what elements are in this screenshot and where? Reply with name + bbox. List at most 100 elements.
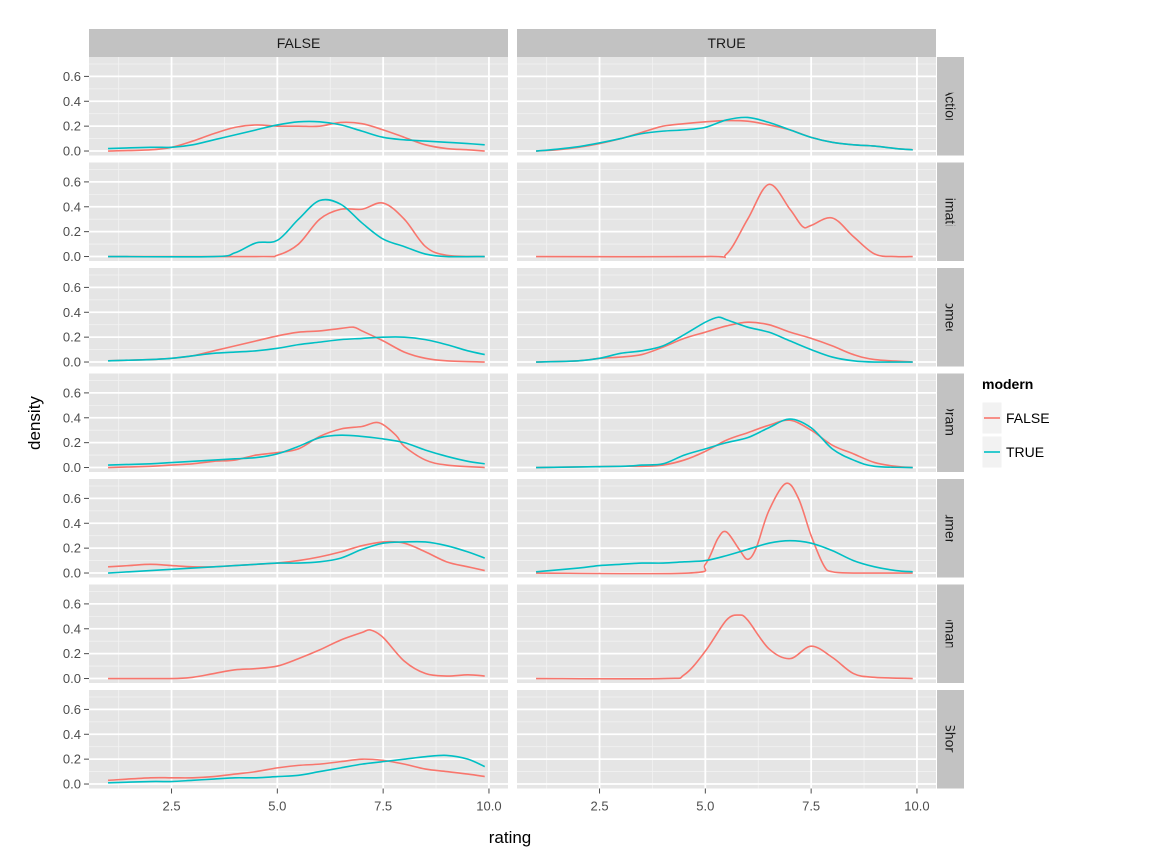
density-line-true — [108, 434, 485, 466]
density-line-false — [536, 614, 913, 680]
density-line-true — [108, 540, 485, 574]
y-tick-label: 0.6 — [63, 69, 81, 84]
panel-animation-false — [89, 162, 508, 261]
y-tick-label: 0.4 — [63, 199, 81, 214]
row-strip-background — [937, 690, 964, 789]
panel-animation-true — [517, 162, 936, 261]
x-tick-label: 7.5 — [374, 799, 392, 814]
panel-background — [517, 268, 936, 367]
y-tick-label: 0.6 — [63, 385, 81, 400]
y-tick-label: 0.4 — [63, 727, 81, 742]
density-line-true — [108, 336, 485, 362]
panel-background — [517, 584, 936, 683]
row-strip-background — [937, 268, 964, 367]
density-line-true — [536, 316, 913, 363]
x-tick-label: 10.0 — [904, 799, 929, 814]
legend-title: modern — [982, 376, 1033, 392]
legend-label: FALSE — [1006, 410, 1050, 426]
row-strip-background — [937, 162, 964, 261]
y-tick-label: 0.2 — [63, 119, 81, 134]
row-strip-documentary: Documentary — [937, 479, 964, 578]
panel-background — [89, 690, 508, 789]
panel-drama-true — [517, 373, 936, 472]
row-strip-background — [937, 479, 964, 578]
density-line-true — [108, 120, 485, 150]
y-tick-label: 0.2 — [63, 224, 81, 239]
density-line-true — [108, 754, 486, 784]
row-strip-romance: Romance — [937, 584, 964, 683]
y-tick-label: 0.4 — [63, 305, 81, 320]
y-tick-label: 0.4 — [63, 516, 81, 531]
x-axis-title: rating — [489, 828, 532, 847]
x-tick-label: 2.5 — [590, 799, 608, 814]
panel-background — [517, 479, 936, 578]
column-strip-true: TRUE — [517, 29, 936, 57]
x-tick-label: 5.0 — [696, 799, 714, 814]
panel-comedy-true — [517, 268, 936, 367]
column-strip-false: FALSE — [89, 29, 508, 57]
row-strip-animation: Animation — [937, 162, 964, 261]
y-tick-label: 0.0 — [63, 460, 81, 475]
facet-strips: Action Animation Comedy Drama Documentary Rom… — [89, 29, 964, 789]
panels — [89, 57, 936, 789]
row-strip-label: Drama — [943, 402, 959, 444]
x-tick-label: 5.0 — [268, 799, 286, 814]
y-tick-label: 0.2 — [63, 435, 81, 450]
panel-background — [89, 57, 508, 156]
density-line-false — [108, 421, 485, 469]
panel-documentary-true — [517, 479, 936, 578]
density-line-true — [108, 198, 485, 258]
density-line-false — [536, 321, 913, 363]
y-axis-title: density — [25, 396, 44, 450]
panel-drama-false — [89, 373, 508, 472]
column-strip-background — [89, 29, 508, 57]
density-line-false — [108, 540, 485, 572]
panel-short-true — [517, 690, 936, 789]
row-strip-label: Action — [943, 87, 959, 126]
axes: 0.0 0.2 0.4 0.6 0.0 0.2 0.4 0.6 0.0 0.2 0.4 0.6 0.0 0… — [63, 69, 930, 814]
density-line-false — [108, 121, 485, 152]
x-tick-label: 10.0 — [476, 799, 501, 814]
y-tick-label: 0.4 — [63, 410, 81, 425]
panel-background — [89, 584, 508, 683]
legend-entry-false: FALSE — [981, 401, 1050, 435]
row-strip-action: Action — [937, 57, 964, 156]
y-tick-label: 0.0 — [63, 144, 81, 159]
y-tick-label: 0.0 — [63, 566, 81, 581]
y-tick-label: 0.0 — [63, 671, 81, 686]
row-strip-label: Romance — [943, 604, 959, 664]
y-tick-label: 0.0 — [63, 249, 81, 264]
density-line-true — [536, 418, 913, 469]
panel-action-true — [517, 57, 936, 156]
legend-entry-true: TRUE — [981, 435, 1044, 469]
density-line-false — [536, 482, 913, 575]
panel-background — [89, 373, 508, 472]
y-tick-label: 0.6 — [63, 280, 81, 295]
panel-romance-false — [89, 584, 508, 683]
y-tick-label: 0.6 — [63, 491, 81, 506]
density-line-false — [536, 183, 913, 259]
panel-action-false — [89, 57, 508, 156]
row-strip-background — [937, 373, 964, 472]
column-strip-label: TRUE — [707, 35, 745, 51]
row-strip-short: Short — [937, 690, 964, 789]
x-tick-label: 7.5 — [802, 799, 820, 814]
panel-background — [517, 373, 936, 472]
y-tick-label: 0.2 — [63, 330, 81, 345]
row-strip-label: Animation — [943, 181, 959, 243]
y-tick-label: 0.2 — [63, 752, 81, 767]
panel-documentary-false — [89, 479, 508, 578]
row-strip-label: Comedy — [943, 291, 959, 343]
column-strip-background — [517, 29, 936, 57]
density-line-true — [535, 539, 913, 573]
panel-short-false — [89, 690, 508, 789]
row-strip-background — [937, 57, 964, 156]
y-tick-label: 0.4 — [63, 621, 81, 636]
row-strip-comedy: Comedy — [937, 268, 964, 367]
x-tick-label: 2.5 — [162, 799, 180, 814]
density-line-false — [108, 758, 485, 782]
y-tick-label: 0.6 — [63, 702, 81, 717]
panel-comedy-false — [89, 268, 508, 367]
row-strip-label: Documentary — [943, 487, 959, 570]
